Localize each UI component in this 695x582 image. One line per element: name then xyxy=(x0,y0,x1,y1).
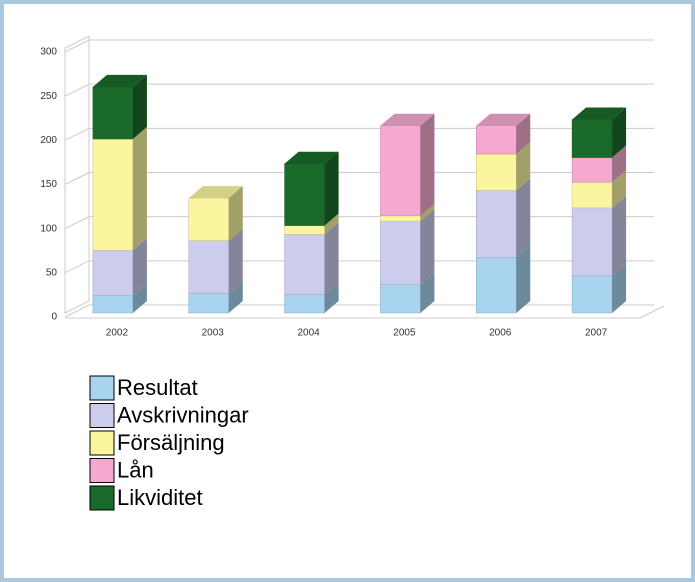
bar-segment xyxy=(188,197,229,241)
bar-segment xyxy=(188,240,229,294)
bar-segment xyxy=(380,125,421,217)
bar-side xyxy=(612,170,627,208)
y-tick-label: 300 xyxy=(40,47,57,58)
legend-label: Lån xyxy=(117,457,154,482)
bar-side xyxy=(324,222,339,295)
bar-top xyxy=(572,107,627,120)
bar-segment xyxy=(188,293,229,314)
y-tick-label: 100 xyxy=(40,223,57,234)
bar-segment xyxy=(476,257,517,314)
back-wall xyxy=(64,35,90,314)
bar-side xyxy=(228,186,243,241)
bar-side xyxy=(132,238,147,296)
bar-segment xyxy=(571,207,613,277)
bar-segment xyxy=(380,284,421,314)
bar-side xyxy=(516,178,531,258)
bar-segment xyxy=(284,163,325,226)
grid-line xyxy=(64,127,654,141)
bar-top xyxy=(188,186,243,199)
y-tick-label: 0 xyxy=(51,312,57,323)
bar-side xyxy=(420,203,435,222)
x-tick-label: 2004 xyxy=(297,328,320,339)
y-tick-label: 250 xyxy=(40,91,57,102)
bar-side xyxy=(612,263,627,313)
floor xyxy=(65,305,665,319)
grid-line xyxy=(64,39,654,53)
bar-side xyxy=(228,228,243,294)
bar-segment xyxy=(571,119,613,158)
y-tick-label: 200 xyxy=(40,135,57,146)
legend-label: Avskrivningar xyxy=(117,402,249,427)
bar-side xyxy=(132,126,147,251)
bar-segment xyxy=(476,125,517,155)
legend-swatch xyxy=(89,458,115,483)
x-tick-label: 2007 xyxy=(585,328,608,339)
x-tick-label: 2003 xyxy=(202,328,225,339)
bar-side xyxy=(324,213,339,235)
bar-side xyxy=(420,209,435,285)
grid-line xyxy=(64,304,654,318)
bar-side xyxy=(612,145,627,183)
bar-side xyxy=(516,113,531,154)
bar-side xyxy=(132,283,147,313)
bar-side xyxy=(516,245,531,313)
y-tick-label: 50 xyxy=(46,267,58,278)
bar-side xyxy=(324,282,339,313)
legend-label: Resultat xyxy=(117,375,198,400)
legend-swatch xyxy=(89,375,115,401)
bar-segment xyxy=(92,250,134,296)
bar-side xyxy=(132,74,147,139)
bar-segment xyxy=(284,234,325,295)
bar-segment xyxy=(284,294,325,314)
bar-side xyxy=(516,142,531,191)
bar-top xyxy=(284,151,339,164)
bar-segment xyxy=(571,157,613,183)
bar-segment xyxy=(92,138,134,251)
bar-segment xyxy=(476,189,517,258)
bar-side xyxy=(420,272,435,313)
bar-segment xyxy=(92,86,134,140)
x-tick-label: 2002 xyxy=(106,328,129,339)
bar-side xyxy=(612,107,627,158)
legend-label: Likviditet xyxy=(117,485,203,510)
bar-segment xyxy=(476,153,517,191)
grid-line xyxy=(64,172,654,185)
legend-swatch xyxy=(89,485,115,511)
bar-segment xyxy=(380,220,421,285)
legend-swatch xyxy=(89,430,115,456)
legend-label: Försäljning xyxy=(117,430,225,455)
bar-segment xyxy=(571,275,613,314)
grid-line xyxy=(64,216,654,230)
x-tick-label: 2006 xyxy=(489,328,512,339)
y-tick-label: 150 xyxy=(40,179,57,190)
x-tick-label: 2005 xyxy=(393,328,416,339)
grid-line xyxy=(64,83,654,97)
legend-swatch xyxy=(89,403,115,428)
bar-segment xyxy=(571,182,613,209)
bar-segment xyxy=(380,215,421,222)
bar-top xyxy=(92,74,147,87)
bar-side xyxy=(228,281,243,313)
bar-side xyxy=(324,151,339,226)
bar-segment xyxy=(92,295,134,314)
bar-segment xyxy=(284,225,325,235)
bar-top xyxy=(476,113,531,126)
bar-side xyxy=(420,113,435,216)
bar-side xyxy=(612,195,627,276)
bar-top xyxy=(380,113,435,126)
grid-line xyxy=(64,260,654,274)
